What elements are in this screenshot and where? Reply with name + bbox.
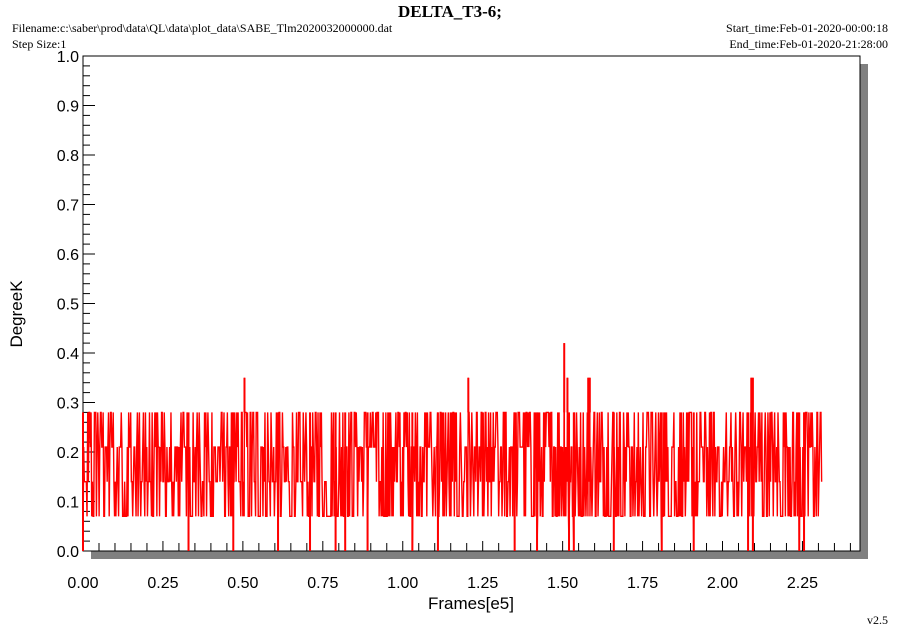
step-size-label: Step Size:1	[12, 37, 67, 51]
y-tick-label: 0.3	[57, 396, 79, 413]
series-delta-t3-6	[82, 343, 823, 552]
y-tick-label: 0.5	[57, 297, 79, 314]
x-tick-label: 2.00	[707, 575, 738, 592]
series-line	[82, 343, 823, 552]
x-tick-label: 0.25	[147, 575, 178, 592]
y-tick-label: 0.1	[57, 495, 79, 512]
y-tick-label: 0.7	[57, 198, 79, 215]
y-tick-label: 1.0	[57, 49, 79, 66]
x-tick-label: 2.25	[787, 575, 818, 592]
filename-label: Filename:c:\saber\prod\data\QL\data\plot…	[12, 21, 393, 35]
x-axis-ticks	[82, 541, 851, 551]
y-tick-label: 0.9	[57, 99, 79, 116]
version-label: v2.5	[867, 613, 888, 627]
x-tick-label: 0.00	[67, 575, 98, 592]
x-tick-label: 1.75	[627, 575, 658, 592]
y-tick-label: 0.6	[57, 247, 79, 264]
x-tick-label: 0.75	[307, 575, 338, 592]
x-tick-label: 1.00	[387, 575, 418, 592]
y-tick-label: 0.4	[57, 346, 79, 363]
y-tick-label: 0.8	[57, 148, 79, 165]
y-axis-label: DegreeK	[7, 280, 26, 348]
chart-title: DELTA_T3-6;	[398, 2, 502, 21]
x-tick-label: 0.50	[227, 575, 258, 592]
end-time-label: End_time:Feb-01-2020-21:28:00	[729, 37, 888, 51]
y-axis-tick-labels: 0.0 0.1 0.2 0.3 0.4 0.5 0.6 0.7 0.8 0.9 1.0	[57, 49, 79, 561]
x-axis-tick-labels: 0.00 0.25 0.50 0.75 1.00 1.25 1.50 1.75 2.00 2.25	[67, 575, 818, 592]
y-tick-label: 0.2	[57, 445, 79, 462]
y-tick-label: 0.0	[57, 544, 79, 561]
start-time-label: Start_time:Feb-01-2020-00:00:18	[726, 21, 888, 35]
x-tick-label: 1.50	[547, 575, 578, 592]
x-tick-label: 1.25	[467, 575, 498, 592]
x-axis-label: Frames[e5]	[428, 594, 514, 613]
